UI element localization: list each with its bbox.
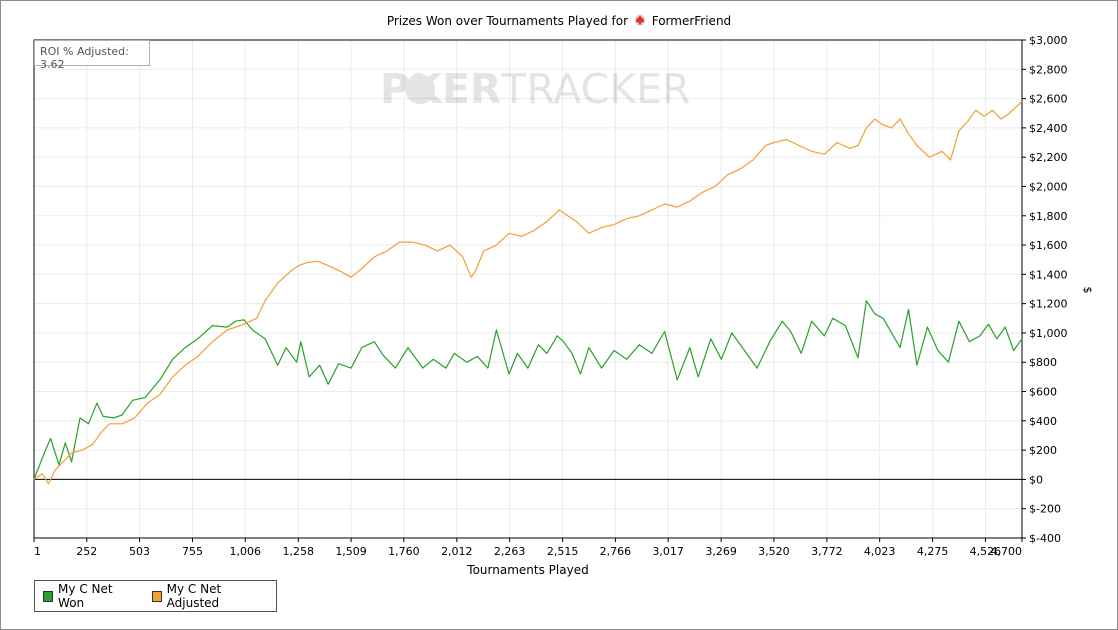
y-tick-label: $1,400 <box>1029 268 1068 281</box>
pokertracker-watermark: PKERTRACKER <box>380 65 691 113</box>
series-line-net-won <box>33 300 1023 480</box>
y-tick-label: $1,800 <box>1029 210 1068 223</box>
y-tick-label: $2,600 <box>1029 93 1068 106</box>
x-tick-label: 503 <box>129 545 150 558</box>
y-tick-label: $2,200 <box>1029 151 1068 164</box>
roi-box: ROI % Adjusted: 3.62 <box>34 40 150 71</box>
y-tick-label: $1,200 <box>1029 298 1068 311</box>
y-tick-label: $0 <box>1029 473 1043 486</box>
legend-item-net-adjusted[interactable]: My C Net Adjusted <box>151 582 266 610</box>
roi-label: ROI % Adjusted: 3.62 <box>40 45 129 71</box>
x-tick-label: 1,258 <box>283 545 315 558</box>
x-axis-label: Tournaments Played <box>466 563 588 577</box>
chart-title: Prizes Won over Tournaments Played for F… <box>0 14 1118 28</box>
y-tick-label: $800 <box>1029 356 1057 369</box>
x-tick-label: 3,520 <box>758 545 790 558</box>
y-tick-label: $2,800 <box>1029 63 1068 76</box>
y-tick-label: $2,400 <box>1029 122 1068 135</box>
x-tick-label: 4,023 <box>864 545 896 558</box>
x-tick-label: 4,700 <box>991 545 1023 558</box>
player-name: FormerFriend <box>651 14 732 28</box>
x-tick-label: 1,509 <box>335 545 367 558</box>
y-tick-label: $400 <box>1029 415 1057 428</box>
x-axis-ticks: 1 252 503 755 1,006 1,258 1,509 1,760 2,012 2,263… <box>33 538 1023 558</box>
y-tick-label: $2,000 <box>1029 180 1068 193</box>
y-tick-label: $200 <box>1029 444 1057 457</box>
y-tick-label: $-200 <box>1029 503 1061 516</box>
legend-label-net-won: My C Net Won <box>58 582 113 610</box>
legend-label-net-adjusted: My C Net Adjusted <box>166 582 222 610</box>
chart-title-prefix: Prizes Won over Tournaments Played for <box>386 14 629 28</box>
x-tick-label: 2,515 <box>547 545 579 558</box>
y-tick-label: $1,000 <box>1029 327 1068 340</box>
legend-swatch-net-won <box>43 590 54 602</box>
svg-text:PKERTRACKER: PKERTRACKER <box>380 65 691 113</box>
y-tick-label: $-400 <box>1029 532 1061 545</box>
x-tick-label: 1,760 <box>388 545 420 558</box>
spade-icon <box>634 14 646 26</box>
y-tick-label: $600 <box>1029 386 1057 399</box>
x-tick-label: 2,766 <box>600 545 632 558</box>
y-axis-ticks: $-400 $-200 $0 $200 $400 $600 $800 $1,000 $1,200… <box>1022 34 1068 545</box>
x-tick-label: 2,263 <box>494 545 526 558</box>
x-tick-label: 4,275 <box>917 545 949 558</box>
x-tick-label: 755 <box>182 545 203 558</box>
plot-area <box>33 39 1023 539</box>
x-tick-label: 2,012 <box>441 545 473 558</box>
x-tick-label: 3,017 <box>652 545 684 558</box>
y-axis-label: $ <box>1081 287 1094 294</box>
x-tick-label: 252 <box>76 545 97 558</box>
y-tick-label: $1,600 <box>1029 239 1068 252</box>
x-tick-label: 3,269 <box>705 545 737 558</box>
x-tick-label: 3,772 <box>811 545 843 558</box>
series-line-net-adjusted <box>33 101 1023 485</box>
x-tick-label: 4,526 <box>970 545 1002 558</box>
legend-item-net-won[interactable]: My C Net Won <box>43 582 134 610</box>
legend: My C Net Won My C Net Adjusted <box>34 580 277 612</box>
legend-swatch-net-adjusted <box>151 590 162 602</box>
y-tick-label: $3,000 <box>1029 34 1068 47</box>
x-tick-label: 1 <box>34 545 41 558</box>
x-tick-label: 1,006 <box>230 545 262 558</box>
chart-grid <box>33 39 1023 539</box>
